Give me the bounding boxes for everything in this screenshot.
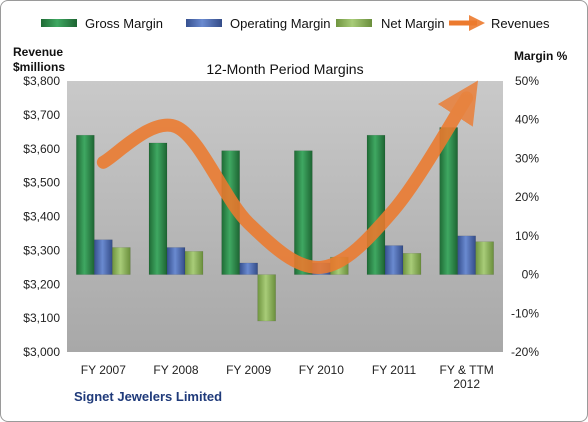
right-axis-tick-label: -10%	[511, 306, 539, 320]
net-margin-bar	[475, 241, 494, 275]
x-axis-category-label: FY 2010	[299, 363, 344, 377]
left-axis-ticks: $3,000 $3,100 $3,200 $3,300 $3,400 $3,500 $3,6…	[23, 74, 60, 359]
bar-series	[76, 127, 494, 322]
left-axis-tick-label: $3,600	[23, 142, 60, 156]
legend: Gross Margin Operating Margin Net Margin…	[41, 14, 550, 32]
right-axis-tick-label: 50%	[515, 74, 539, 88]
legend-label-net-margin: Net Margin	[381, 16, 445, 31]
x-axis-category-label: FY & TTM	[440, 363, 494, 377]
legend-label-revenues: Revenues	[491, 16, 550, 31]
left-axis-tick-label: $3,000	[23, 345, 60, 359]
net-margin-bar	[112, 247, 131, 275]
left-axis-title-line1: Revenue	[13, 45, 63, 59]
left-axis-title-line2: $millions	[13, 60, 65, 74]
x-axis-ticks: FY 2007 FY 2008 FY 2009 FY 2010 FY 2011 FY & …	[81, 363, 494, 391]
right-axis-ticks: -20% -10% 0% 10% 20% 30% 40% 50%	[511, 74, 539, 359]
operating-margin-bar	[457, 235, 476, 275]
gross-margin-bar	[148, 142, 168, 275]
x-axis-category-label: FY 2009	[226, 363, 271, 377]
right-axis-tick-label: 0%	[522, 268, 540, 282]
gross-margin-bar	[294, 150, 313, 275]
operating-margin-bar	[94, 239, 113, 275]
legend-label-operating-margin: Operating Margin	[230, 16, 330, 31]
left-axis-tick-label: $3,400	[23, 210, 60, 224]
chart-title: 12-Month Period Margins	[206, 61, 363, 77]
legend-swatch-gross-margin	[41, 19, 77, 27]
operating-margin-bar	[384, 245, 404, 275]
net-margin-bar	[257, 274, 276, 322]
company-name: Signet Jewelers Limited	[74, 389, 222, 404]
left-axis-tick-label: $3,700	[23, 108, 60, 122]
plot-area	[67, 81, 503, 352]
right-axis-title: Margin %	[514, 49, 568, 63]
right-axis-tick-label: -20%	[511, 345, 539, 359]
left-axis-tick-label: $3,200	[23, 277, 60, 291]
revenues-arrow-line	[96, 80, 478, 274]
legend-label-gross-margin: Gross Margin	[85, 16, 163, 31]
revenue-series	[96, 80, 478, 274]
right-axis-tick-label: 30%	[515, 151, 539, 165]
net-margin-bar	[184, 251, 204, 275]
x-axis-category-label: FY 2007	[81, 363, 126, 377]
left-axis-tick-label: $3,300	[23, 243, 60, 257]
left-axis-tick-label: $3,500	[23, 176, 60, 190]
x-axis-category-label: FY 2011	[372, 363, 417, 377]
net-margin-bar	[402, 253, 422, 275]
operating-margin-bar	[239, 262, 258, 275]
gross-margin-bar	[76, 134, 95, 275]
left-axis-tick-label: $3,100	[23, 311, 60, 325]
operating-margin-bar	[166, 247, 186, 275]
x-axis-category-label: 2012	[453, 377, 480, 391]
legend-swatch-operating-margin	[186, 19, 222, 27]
right-axis-tick-label: 40%	[515, 113, 539, 127]
legend-swatch-net-margin	[336, 19, 372, 27]
left-axis-tick-label: $3,800	[23, 74, 60, 88]
gross-margin-bar	[366, 134, 386, 275]
right-axis-tick-label: 20%	[515, 190, 539, 204]
right-axis-tick-label: 10%	[515, 229, 539, 243]
x-axis-category-label: FY 2008	[153, 363, 198, 377]
